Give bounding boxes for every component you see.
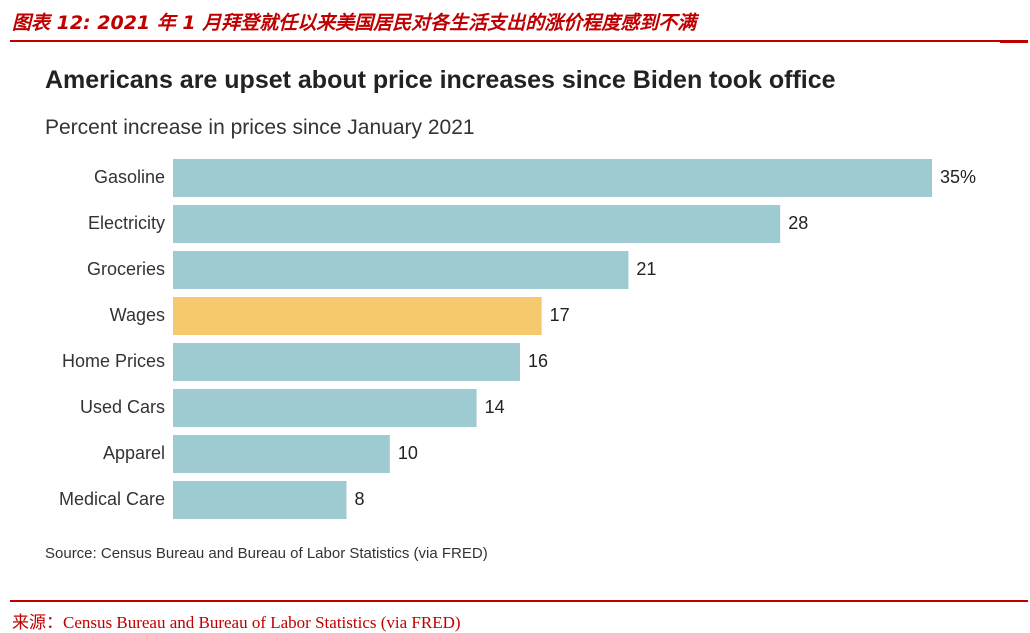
bar-medical-care — [173, 481, 347, 519]
value-label-home-prices: 16 — [528, 351, 548, 371]
category-label-groceries: Groceries — [87, 259, 165, 279]
footer-rule — [10, 600, 1028, 602]
figure-header: 图表 12: 2021 年 1 月拜登就任以来美国居民对各生活支出的涨价程度感到… — [0, 0, 1030, 42]
bar-apparel — [173, 435, 390, 473]
bar-used-cars — [173, 389, 477, 427]
category-label-electricity: Electricity — [88, 213, 165, 233]
chart-source: Source: Census Bureau and Bureau of Labo… — [45, 545, 488, 562]
header-rule — [10, 40, 1028, 42]
category-label-apparel: Apparel — [103, 443, 165, 463]
bar-groceries — [173, 251, 629, 289]
value-label-used-cars: 14 — [485, 397, 505, 417]
bar-gasoline — [173, 159, 932, 197]
bar-home-prices — [173, 343, 520, 381]
value-label-wages: 17 — [550, 305, 570, 325]
chart-subtitle: Percent increase in prices since January… — [45, 116, 475, 139]
figure-source: 来源：Census Bureau and Bureau of Labor Sta… — [12, 613, 461, 632]
category-label-wages: Wages — [110, 305, 165, 325]
figure-title: 图表 12: 2021 年 1 月拜登就任以来美国居民对各生活支出的涨价程度感到… — [12, 12, 697, 34]
value-label-apparel: 10 — [398, 443, 418, 463]
chart-title: Americans are upset about price increase… — [45, 66, 836, 94]
category-label-gasoline: Gasoline — [94, 167, 165, 187]
bar-wages — [173, 297, 542, 335]
category-label-used-cars: Used Cars — [80, 397, 165, 417]
value-label-gasoline: 35% — [940, 167, 976, 187]
bar-chart: Gasoline 35% Electricity 28 Groceries 21 Wages… — [59, 159, 976, 519]
header-rule-tick — [1000, 42, 1028, 43]
value-label-groceries: 21 — [636, 259, 656, 279]
value-label-electricity: 28 — [788, 213, 808, 233]
category-label-medical-care: Medical Care — [59, 489, 165, 509]
category-label-home-prices: Home Prices — [62, 351, 165, 371]
bar-electricity — [173, 205, 781, 243]
value-label-medical-care: 8 — [354, 489, 364, 509]
